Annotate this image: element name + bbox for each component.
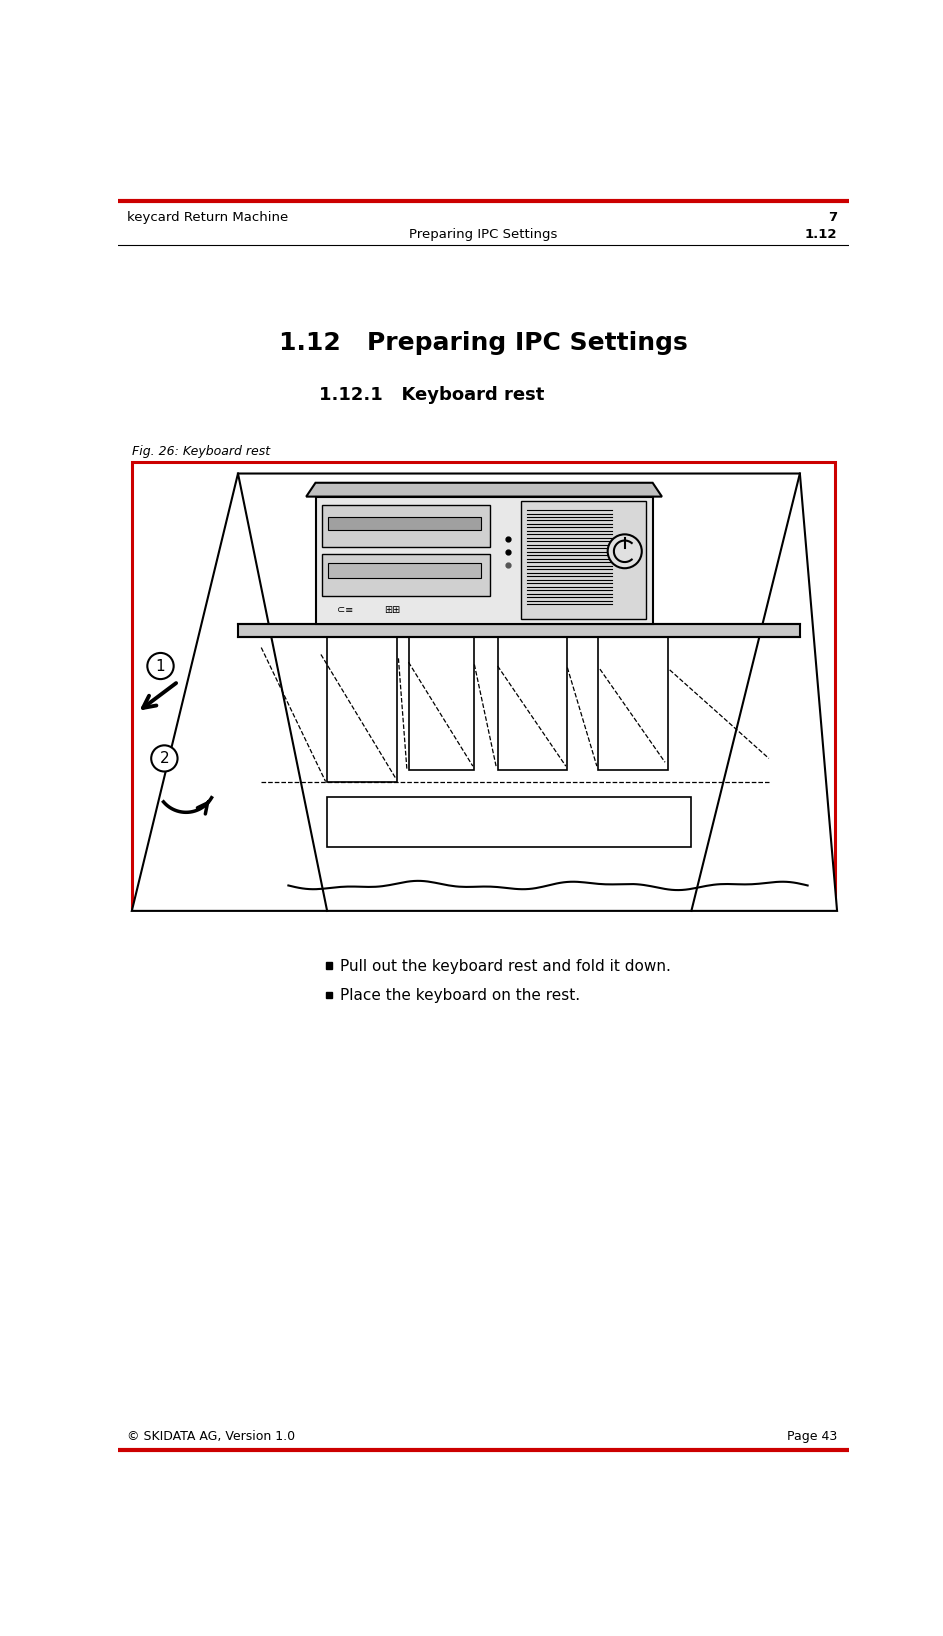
- Text: ⊂≡: ⊂≡: [338, 605, 354, 615]
- Bar: [322, 506, 489, 548]
- Text: Preparing IPC Settings: Preparing IPC Settings: [408, 229, 557, 242]
- Text: 1.12.1   Keyboard rest: 1.12.1 Keyboard rest: [320, 386, 545, 404]
- Bar: [328, 563, 481, 578]
- Circle shape: [147, 653, 174, 679]
- Text: 1.12: 1.12: [804, 229, 837, 242]
- Text: 7: 7: [828, 211, 837, 224]
- Bar: [238, 623, 800, 636]
- Text: Fig. 26: Keyboard rest: Fig. 26: Keyboard rest: [132, 445, 270, 458]
- Bar: [408, 636, 474, 771]
- Circle shape: [151, 746, 177, 772]
- Bar: [325, 991, 332, 998]
- Text: 1.12   Preparing IPC Settings: 1.12 Preparing IPC Settings: [278, 330, 687, 355]
- Bar: [322, 553, 489, 596]
- Bar: [328, 517, 481, 530]
- Text: Page 43: Page 43: [786, 1430, 837, 1443]
- Bar: [325, 962, 332, 969]
- Circle shape: [607, 535, 642, 568]
- Bar: [327, 797, 691, 847]
- Text: Pull out the keyboard rest and fold it down.: Pull out the keyboard rest and fold it d…: [339, 959, 670, 973]
- Text: 2: 2: [159, 751, 169, 766]
- Polygon shape: [306, 483, 662, 497]
- Bar: [316, 497, 653, 623]
- Text: ⊞⊞: ⊞⊞: [384, 605, 400, 615]
- Bar: [498, 636, 568, 771]
- Text: 1: 1: [156, 659, 165, 674]
- Text: © SKIDATA AG, Version 1.0: © SKIDATA AG, Version 1.0: [127, 1430, 295, 1443]
- Bar: [521, 501, 646, 618]
- Bar: [132, 461, 835, 908]
- Text: keycard Return Machine: keycard Return Machine: [127, 211, 289, 224]
- Polygon shape: [132, 473, 837, 911]
- Text: Place the keyboard on the rest.: Place the keyboard on the rest.: [339, 988, 580, 1003]
- Bar: [599, 636, 669, 771]
- Bar: [327, 636, 397, 782]
